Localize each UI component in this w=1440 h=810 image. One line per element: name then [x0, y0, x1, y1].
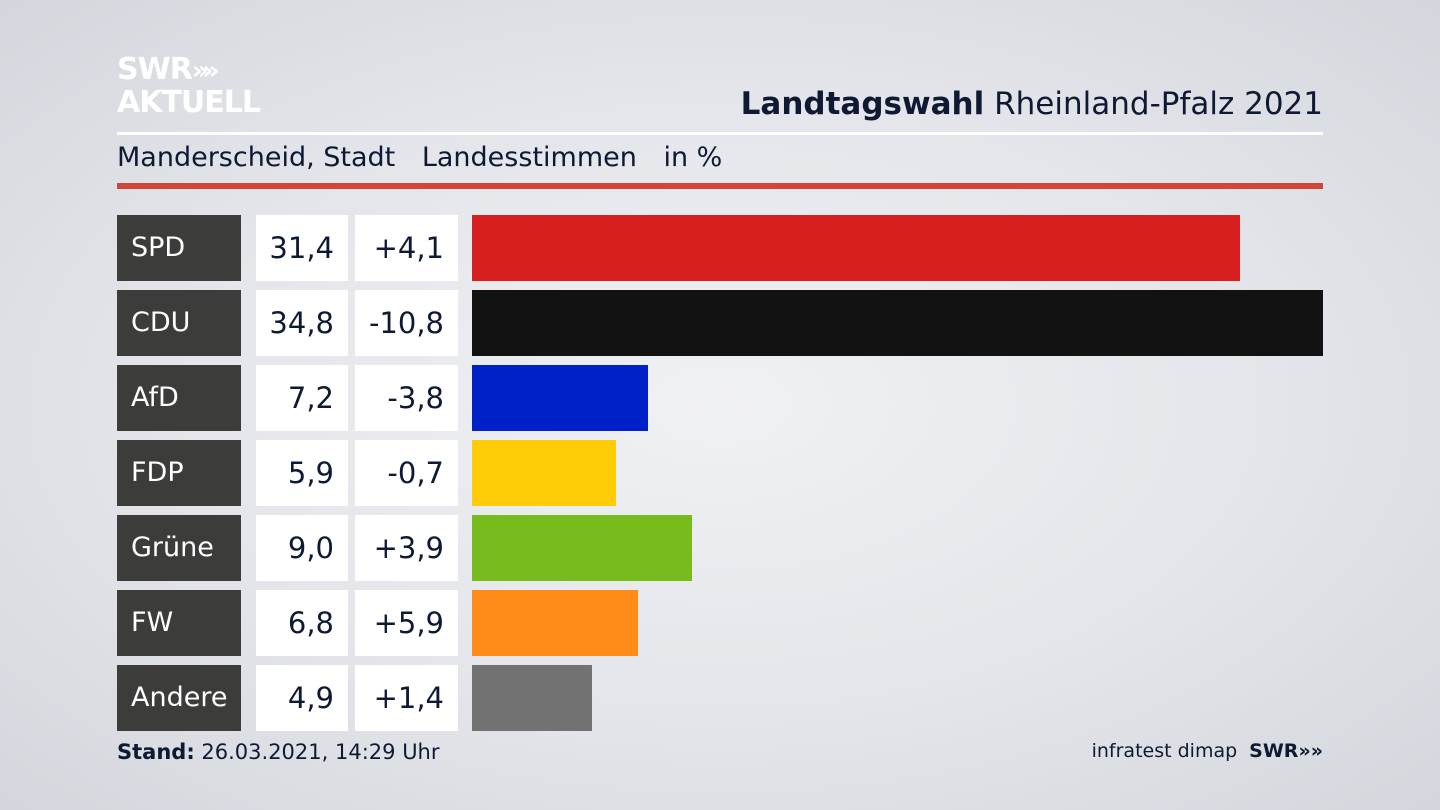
diff-label: -0,7: [355, 440, 458, 506]
party-label: AfD: [117, 365, 241, 431]
source-text: infratest dimap: [1091, 740, 1238, 762]
timestamp: Stand: 26.03.2021, 14:29 Uhr: [117, 740, 440, 764]
chart-subtitle: Manderscheid, Stadt Landesstimmen in %: [117, 142, 740, 173]
value-label: 31,4: [256, 215, 348, 281]
diff-label: +3,9: [355, 515, 458, 581]
bar: [472, 440, 616, 506]
chart-row: Andere 4,9 +1,4: [117, 665, 1323, 731]
swr-footer-logo: SWR»»: [1249, 740, 1323, 762]
header-divider: [117, 132, 1323, 135]
accent-divider: [117, 183, 1323, 189]
swr-aktuell-logo: SWR»» AKTUELL: [117, 52, 261, 120]
subtitle-place: Manderscheid, Stadt: [117, 142, 396, 173]
diff-label: +4,1: [355, 215, 458, 281]
logo-aktuell-text: AKTUELL: [117, 85, 261, 120]
stand-value: 26.03.2021, 14:29 Uhr: [201, 740, 440, 764]
bar: [472, 515, 692, 581]
chart-row: SPD 31,4 +4,1: [117, 215, 1323, 281]
party-label: SPD: [117, 215, 241, 281]
page-title: Landtagswahl Rheinland-Pfalz 2021: [741, 86, 1323, 122]
party-label: FDP: [117, 440, 241, 506]
party-label: CDU: [117, 290, 241, 356]
party-label: Andere: [117, 665, 241, 731]
value-label: 4,9: [256, 665, 348, 731]
title-bold: Landtagswahl: [740, 86, 985, 122]
chevron-right-icon: »: [1310, 740, 1323, 762]
title-rest: Rheinland-Pfalz 2021: [994, 86, 1323, 122]
value-label: 6,8: [256, 590, 348, 656]
value-label: 9,0: [256, 515, 348, 581]
bar: [472, 365, 648, 431]
source-credit: infratest dimap SWR»»: [1092, 740, 1323, 762]
diff-label: -10,8: [355, 290, 458, 356]
diff-label: +1,4: [355, 665, 458, 731]
chart-row: AfD 7,2 -3,8: [117, 365, 1323, 431]
value-label: 5,9: [256, 440, 348, 506]
bar: [472, 590, 638, 656]
chevron-right-icon: »: [202, 56, 220, 86]
diff-label: -3,8: [355, 365, 458, 431]
value-label: 7,2: [256, 365, 348, 431]
swr-footer-text: SWR: [1249, 740, 1299, 762]
bar: [472, 215, 1240, 281]
chevron-right-icon: »: [1298, 740, 1311, 762]
value-label: 34,8: [256, 290, 348, 356]
party-label: Grüne: [117, 515, 241, 581]
chart-row: FW 6,8 +5,9: [117, 590, 1323, 656]
subtitle-unit: in %: [663, 142, 723, 173]
chart-row: FDP 5,9 -0,7: [117, 440, 1323, 506]
subtitle-measure: Landesstimmen: [421, 142, 637, 173]
chart-row: Grüne 9,0 +3,9: [117, 515, 1323, 581]
party-label: FW: [117, 590, 241, 656]
bar: [472, 665, 592, 731]
bar: [472, 290, 1323, 356]
chart-row: CDU 34,8 -10,8: [117, 290, 1323, 356]
diff-label: +5,9: [355, 590, 458, 656]
chevron-right-icon: »: [191, 56, 209, 86]
stand-label: Stand:: [117, 740, 195, 764]
logo-swr-text: SWR: [117, 52, 193, 87]
